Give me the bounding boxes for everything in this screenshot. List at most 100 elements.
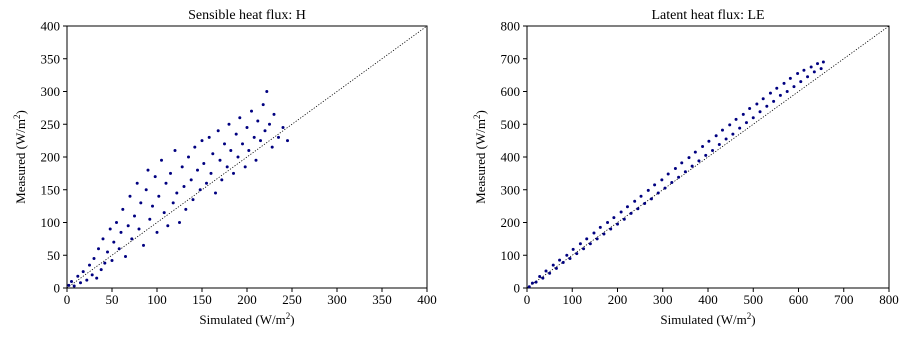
chart-2-x-tick-label: 400 (698, 292, 718, 307)
chart-1-x-axis-label: Simulated (W/m2) (199, 311, 294, 327)
chart-2-point (544, 269, 548, 273)
chart-2-point (765, 104, 769, 108)
chart-1-y-tick-label: 150 (41, 182, 61, 197)
chart-1-point (153, 175, 157, 179)
chart-2-point (670, 181, 674, 185)
chart-2-point (683, 170, 687, 174)
chart-1-point (281, 126, 285, 130)
chart-2-point (785, 90, 789, 93)
chart-2-point (792, 85, 796, 89)
chart-1-point (218, 158, 222, 162)
chart-2-point (711, 148, 715, 152)
chart-1-point (191, 198, 195, 202)
chart-1-point (85, 278, 89, 282)
chart-2-point (728, 123, 732, 127)
chart-1-point (162, 211, 166, 215)
chart-2-point (812, 70, 816, 74)
chart-1-point (126, 224, 130, 228)
chart-2-x-tick-label: 200 (608, 292, 628, 307)
chart-1-y-tick-label: 50 (47, 248, 60, 263)
chart-2-y-axis-label-sup: 2 (472, 115, 482, 120)
chart-1-point (173, 148, 177, 152)
chart-2-point (649, 197, 653, 201)
chart-2-x-tick-label: 100 (563, 292, 583, 307)
chart-2-point (731, 132, 735, 136)
chart-2-point (565, 253, 569, 257)
chart-2-point (616, 222, 619, 226)
chart-2-y-axis-label-close: ) (473, 110, 488, 114)
chart-2-point (738, 126, 742, 130)
chart-1-x-tick-label: 0 (64, 292, 71, 307)
chart-2-point (724, 137, 728, 141)
chart-1-y-axis-label: Measured (W/m2) (12, 110, 28, 204)
chart-1-point (171, 201, 175, 205)
chart-2-point (796, 71, 800, 75)
chart-1-point (180, 165, 184, 169)
chart-1: Sensible heat flux: H0 50 100 150 200 250 300 3… (12, 8, 437, 327)
chart-1-point (178, 221, 181, 224)
chart-1-point (270, 145, 274, 149)
chart-1-point (88, 263, 91, 267)
chart-2-point (707, 139, 711, 143)
chart-1-point (166, 224, 170, 228)
chart-1-x-axis-label-close: ) (290, 312, 294, 327)
chart-1-point (261, 103, 265, 107)
chart-1-point (196, 168, 199, 172)
chart-1-point (256, 119, 260, 123)
chart-1-point (108, 227, 112, 231)
chart-1-point (81, 270, 85, 274)
chart-1-point (234, 132, 238, 136)
chart-2-point (758, 110, 762, 114)
chart-1-point (76, 274, 80, 278)
chart-2-point (534, 280, 538, 284)
chart-1-point (184, 207, 188, 211)
chart-1-point (265, 90, 269, 93)
chart-1-y-tick-label: 300 (41, 84, 61, 99)
chart-2-point (606, 221, 610, 224)
chart-1-point (142, 243, 145, 247)
chart-1-y-tick-label: 200 (41, 150, 61, 165)
chart-1-point (121, 207, 125, 211)
chart-2-point (588, 242, 592, 246)
chart-2-point (761, 97, 765, 101)
chart-1-point (245, 126, 249, 130)
chart-1-point (252, 135, 256, 139)
chart-1-point (103, 261, 107, 265)
chart-2-y-tick-label: 700 (501, 51, 521, 66)
chart-2-x-tick-label: 500 (744, 292, 764, 307)
chart-2-point (558, 258, 562, 262)
chart-1-point (110, 258, 114, 262)
chart-2-point (568, 257, 572, 261)
chart-1-point (160, 158, 163, 162)
chart-2-point (633, 199, 637, 203)
chart-2-point (619, 210, 623, 214)
chart-2-y-axis-label: Measured (W/m2) (472, 110, 488, 204)
chart-1-y-axis-label-sup: 2 (12, 115, 22, 120)
chart-1-point (254, 158, 258, 162)
chart-1-point (146, 168, 150, 172)
chart-2-point (714, 134, 718, 138)
chart-1-point (229, 148, 233, 152)
chart-2-point (561, 260, 565, 264)
chart-1-point (232, 171, 235, 175)
chart-2-x-axis-label-sup: 2 (747, 311, 752, 321)
chart-1-point (193, 145, 197, 149)
chart-2-x-tick-label: 300 (653, 292, 673, 307)
chart-2-y-tick-label: 200 (501, 215, 521, 230)
chart-1-point (106, 250, 109, 254)
chart-1-point (133, 214, 136, 218)
chart-1-point (112, 240, 116, 244)
chart-1-point (164, 181, 168, 185)
chart-1-point (250, 109, 253, 113)
chart-1-point (119, 230, 123, 234)
chart-1-point (223, 142, 226, 146)
chart-2-point (609, 227, 613, 231)
chart-1-point (243, 165, 247, 169)
chart-2-x-tick-label: 0 (524, 292, 531, 307)
chart-1-point (198, 188, 202, 192)
chart-1-point (286, 139, 289, 143)
chart-1-point (148, 217, 152, 221)
chart-2-point (802, 68, 806, 72)
chart-1-x-tick-label: 300 (327, 292, 347, 307)
